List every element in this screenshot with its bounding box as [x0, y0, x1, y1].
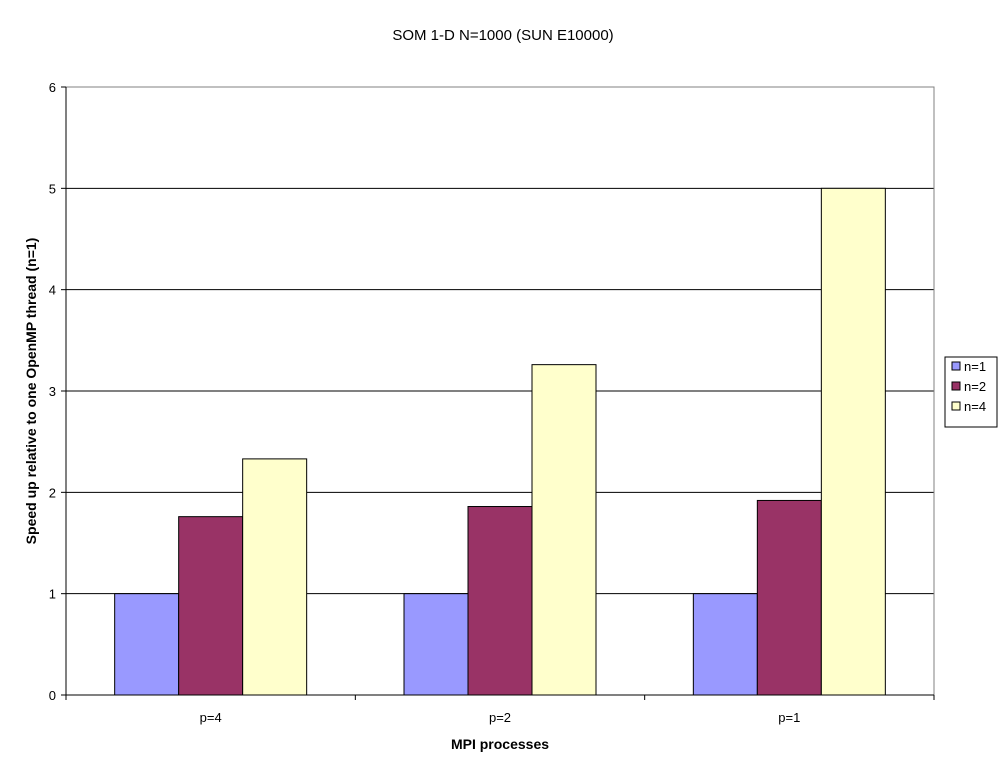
bar-n=2-p=2	[467, 506, 533, 696]
y-tick-label: 4	[49, 283, 56, 298]
x-axis-title: MPI processes	[451, 736, 549, 752]
bar-n=1-p=1	[692, 593, 758, 696]
bar-n=2-p=4	[178, 516, 244, 696]
legend-label: n=2	[964, 379, 986, 394]
bar-n=2-p=1	[756, 499, 822, 696]
legend-label: n=4	[964, 399, 986, 414]
x-tick-label: p=2	[489, 710, 511, 725]
chart-title: SOM 1-D N=1000 (SUN E10000)	[392, 27, 613, 44]
legend-items: n=1 n=2 n=4	[951, 359, 986, 414]
bar-n=4-p=4	[242, 458, 308, 696]
y-tick-label: 2	[49, 485, 56, 500]
bar-n=1-p=2	[403, 593, 469, 696]
x-tick-label: p=4	[200, 710, 222, 725]
bars-group	[114, 187, 886, 696]
bar-n=4-p=1	[820, 187, 886, 696]
legend: n=1 n=2 n=4	[944, 356, 998, 428]
y-tick-label: 3	[49, 384, 56, 399]
legend-swatch	[951, 401, 961, 411]
y-axis-ticks: 0 1 2 3 4 5 6	[49, 80, 66, 703]
y-tick-label: 5	[49, 181, 56, 196]
bar-n=4-p=2	[531, 364, 597, 696]
legend-label: n=1	[964, 359, 986, 374]
legend-swatch	[951, 361, 961, 371]
y-tick-label: 1	[49, 587, 56, 602]
legend-swatch	[951, 381, 961, 391]
y-axis-title: Speed up relative to one OpenMP thread (…	[23, 238, 39, 545]
x-axis-ticks: p=4 p=2 p=1	[65, 695, 935, 725]
y-tick-label: 6	[49, 80, 56, 95]
x-tick-label: p=1	[778, 710, 800, 725]
bar-n=1-p=4	[114, 593, 180, 696]
y-tick-label: 0	[49, 688, 56, 703]
